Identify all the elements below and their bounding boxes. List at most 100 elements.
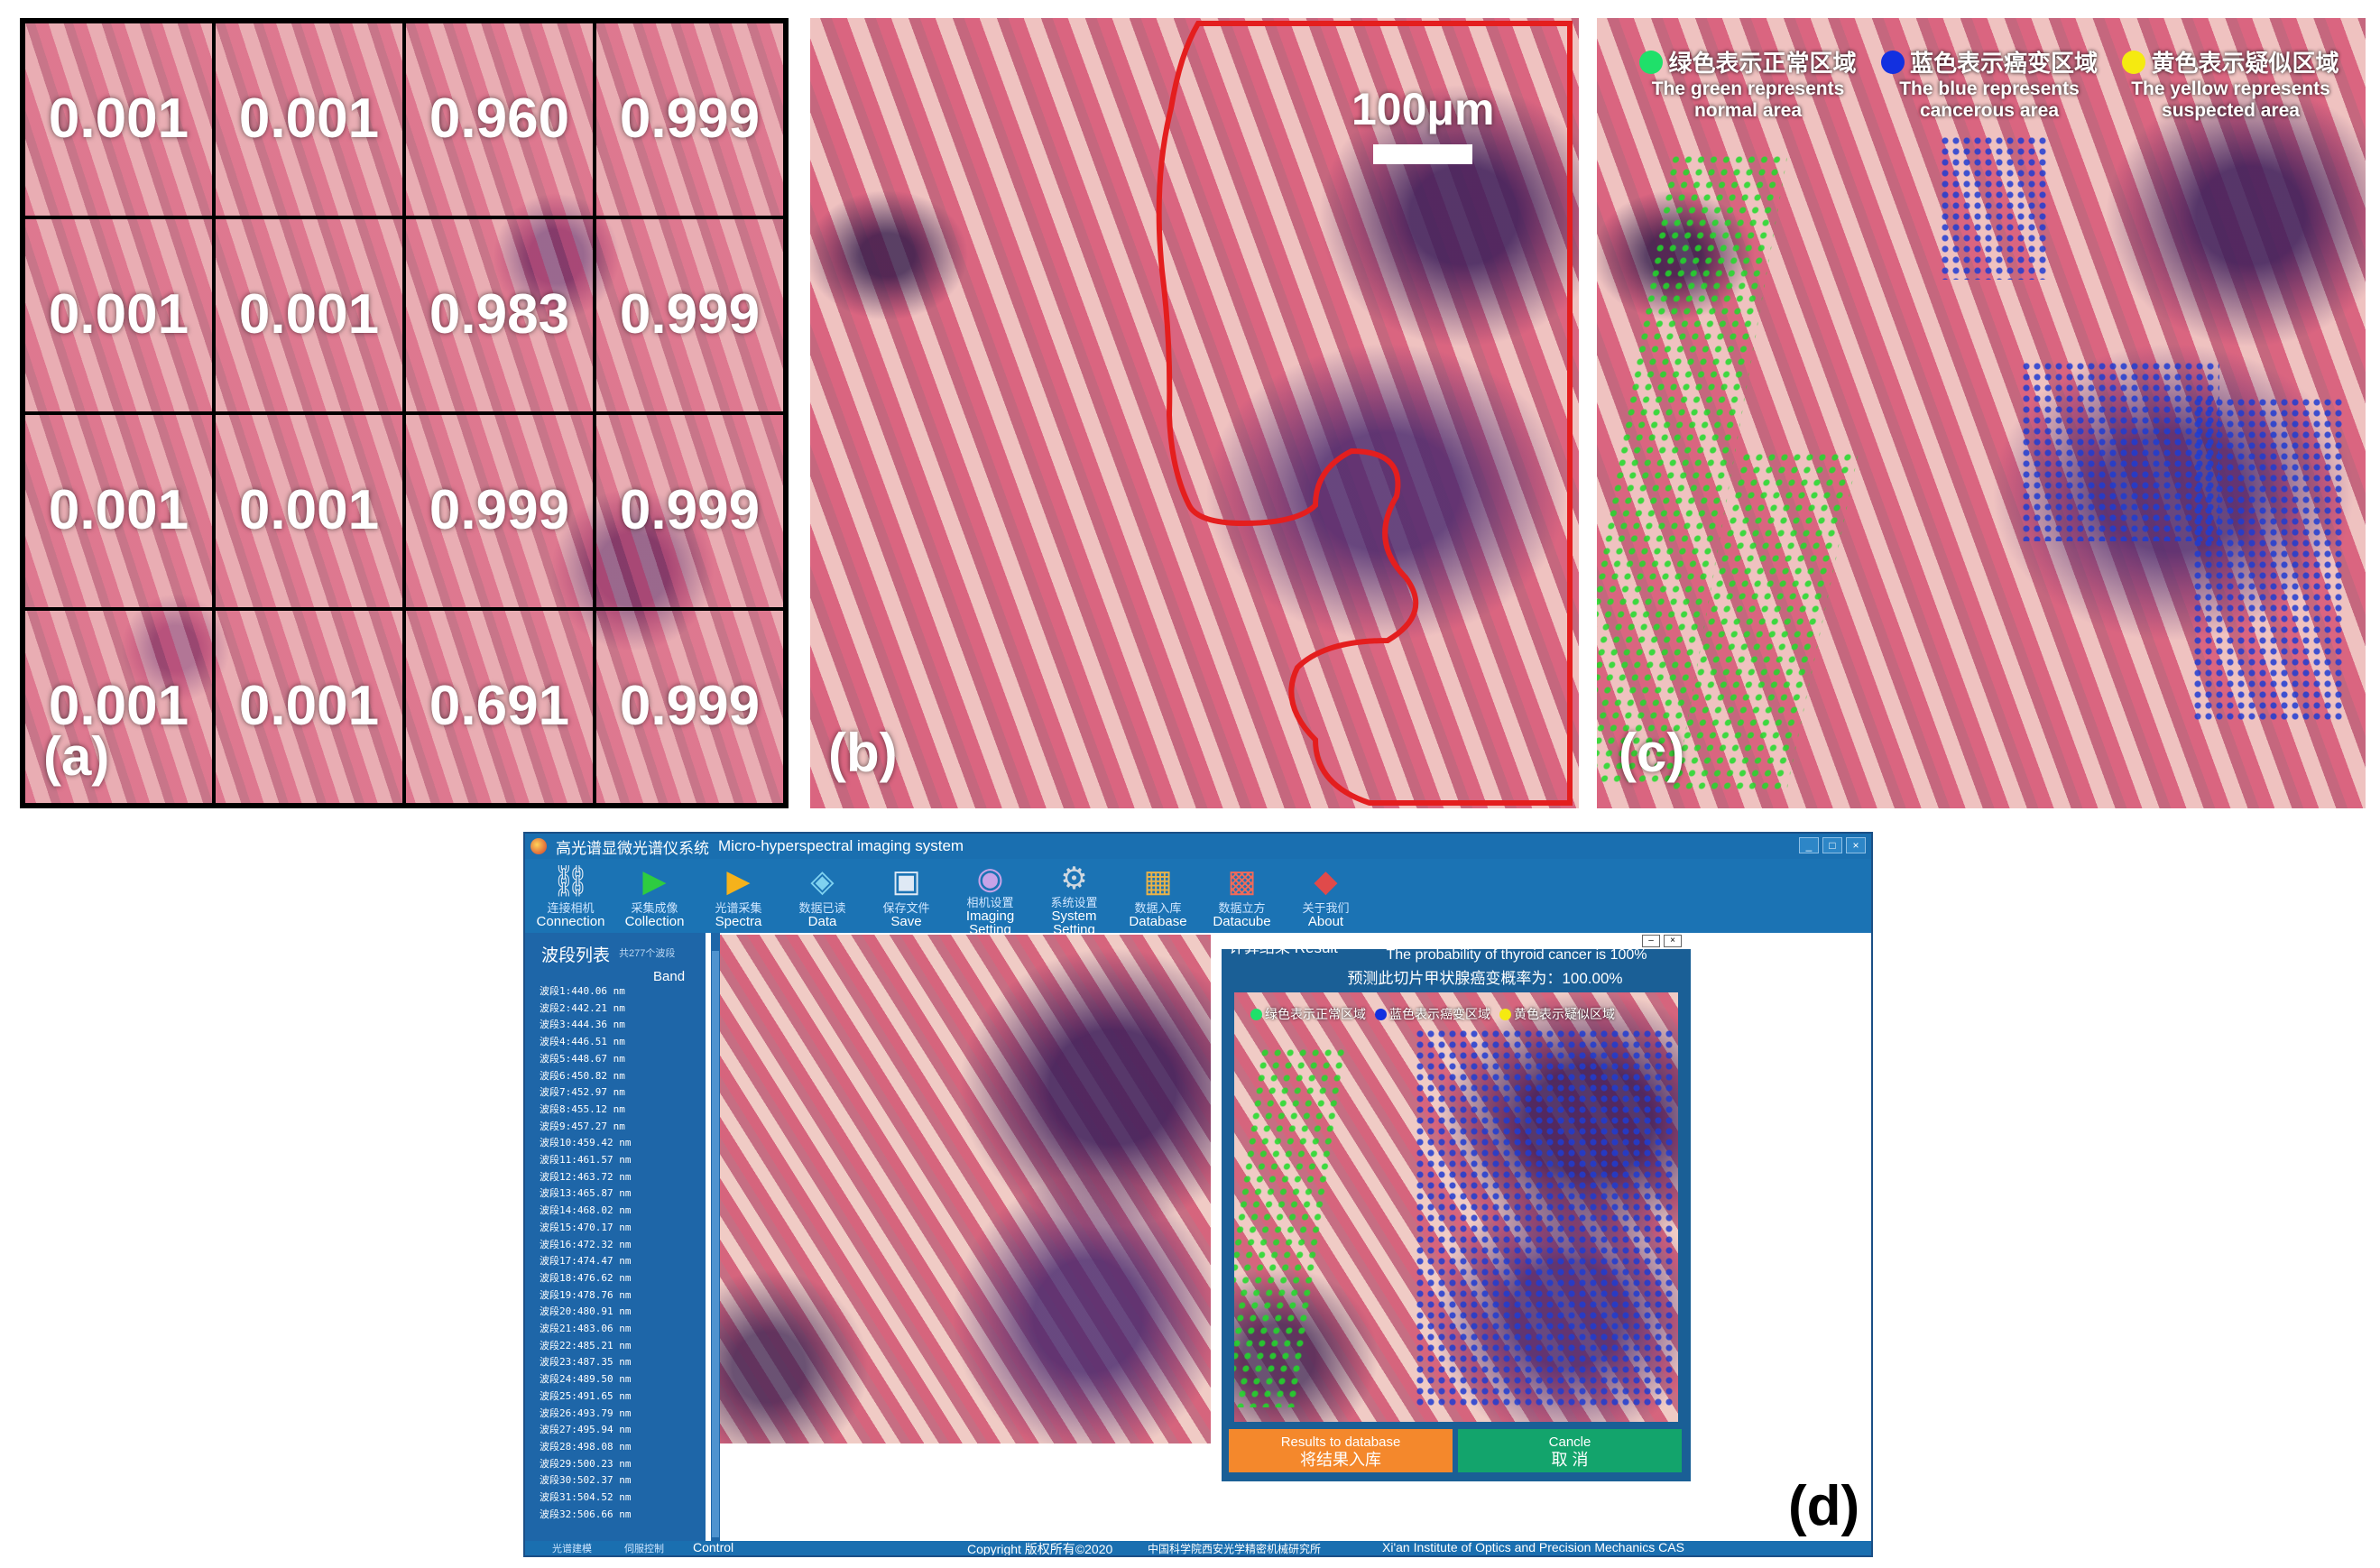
band-list-item[interactable]: 波段29:500.23 nm xyxy=(540,1457,632,1470)
band-list-item[interactable]: 波段19:478.76 nm xyxy=(540,1288,632,1301)
band-list-item[interactable]: 波段28:498.08 nm xyxy=(540,1440,632,1453)
grid-cell: 0.999 xyxy=(404,413,595,609)
button-label-cn: 将结果入库 xyxy=(1300,1451,1381,1469)
main-image-view[interactable] xyxy=(720,935,1211,1443)
probability-value: 0.001 xyxy=(48,479,189,541)
band-list-item[interactable]: 波段3:444.36 nm xyxy=(540,1019,625,1031)
legend-item-normal: 绿色表示正常区域 xyxy=(1250,1005,1366,1023)
band-list-item[interactable]: 波段1:440.06 nm xyxy=(540,985,625,997)
imaging-setting-button[interactable]: ◉ 相机设置 Imaging Setting xyxy=(948,859,1032,936)
dialog-minimize-button[interactable]: – xyxy=(1642,935,1660,947)
green-dot-icon xyxy=(1639,50,1664,74)
band-list-item[interactable]: 波段13:465.87 nm xyxy=(540,1187,632,1200)
band-list-item[interactable]: 波段27:495.94 nm xyxy=(540,1424,632,1436)
cancer-area-overlay xyxy=(1940,135,2048,280)
status-control[interactable]: Control xyxy=(693,1540,734,1554)
legend-desc: The green represents xyxy=(1651,78,1845,99)
status-servo-control[interactable]: 伺服控制 xyxy=(624,1544,664,1554)
band-list-item[interactable]: 波段21:483.06 nm xyxy=(540,1323,632,1335)
tool-label-en: System xyxy=(1051,909,1097,924)
yellow-dot-icon xyxy=(1499,1008,1511,1020)
band-list-item[interactable]: 波段7:452.97 nm xyxy=(540,1086,625,1099)
probability-text-cn: 预测此切片甲状腺癌变概率为：100.00% xyxy=(1347,970,1623,987)
grid-cell: 0.999 xyxy=(595,609,785,805)
probability-value: 0.999 xyxy=(429,479,570,541)
yellow-dot-icon xyxy=(2122,50,2146,74)
system-setting-button[interactable]: ⚙ 系统设置 System Setting xyxy=(1032,859,1116,936)
spectra-button[interactable]: ▶ 光谱采集 Spectra xyxy=(696,859,780,933)
tool-label-en: About xyxy=(1307,914,1344,929)
band-list-item[interactable]: 波段24:489.50 nm xyxy=(540,1373,632,1386)
band-list-item[interactable]: 波段17:474.47 nm xyxy=(540,1255,632,1268)
tool-label-cn: 采集成像 xyxy=(631,901,678,915)
band-list-item[interactable]: 波段14:468.02 nm xyxy=(540,1204,632,1217)
grid-cell: 0.999 xyxy=(595,22,785,217)
grid-cell: 0.691 xyxy=(404,609,595,805)
band-list-item[interactable]: 波段22:485.21 nm xyxy=(540,1339,632,1351)
tool-label-cn: 数据已读 xyxy=(798,901,846,915)
maximize-button[interactable]: □ xyxy=(1822,837,1842,853)
blue-dot-icon xyxy=(1375,1008,1387,1020)
band-list-item[interactable]: 波段9:457.27 nm xyxy=(540,1120,625,1132)
cancel-button[interactable]: Cancle 取 消 xyxy=(1458,1429,1682,1472)
button-label-en: Results to database xyxy=(1280,1434,1401,1450)
band-list-item[interactable]: 波段31:504.52 nm xyxy=(540,1491,632,1504)
panel-b-annotated-tissue: 100μm (b) xyxy=(810,18,1579,808)
datacube-button[interactable]: ▩ 数据立方 Datacube xyxy=(1200,859,1284,933)
band-list-item[interactable]: 波段16:472.32 nm xyxy=(540,1238,632,1250)
results-to-database-button[interactable]: Results to database 将结果入库 xyxy=(1229,1429,1453,1472)
band-list-item[interactable]: 波段18:476.62 nm xyxy=(540,1271,632,1284)
panel-a-probability-grid: 0.001 0.001 0.960 0.999 0.001 0.001 0.98… xyxy=(20,18,789,808)
status-spectral-modeling[interactable]: 光谱建模 xyxy=(552,1544,592,1554)
band-list-item[interactable]: 波段10:459.42 nm xyxy=(540,1137,632,1149)
legend-desc: normal area xyxy=(1693,100,1803,121)
blue-dot-icon xyxy=(1880,50,1905,74)
band-list-item[interactable]: 波段26:493.79 nm xyxy=(540,1407,632,1419)
band-list-item[interactable]: 波段8:455.12 nm xyxy=(540,1102,625,1115)
legend-desc: The blue represents xyxy=(1899,78,2080,99)
scroll-thumb[interactable] xyxy=(712,951,719,1537)
software-window: 高光谱显微光谱仪系统 Micro-hyperspectral imaging s… xyxy=(523,832,1873,1557)
close-button[interactable]: × xyxy=(1846,837,1866,853)
legend-item-cancer: 蓝色表示癌变区域 The blue represents cancerous a… xyxy=(1875,45,2105,122)
band-count: 共277个波段 xyxy=(619,948,676,959)
collection-button[interactable]: ▶ 采集成像 Collection xyxy=(613,859,696,933)
green-dot-icon xyxy=(1250,1008,1262,1020)
tool-label-cn: 数据入库 xyxy=(1134,901,1182,915)
band-list-item[interactable]: 波段30:502.37 nm xyxy=(540,1474,632,1487)
legend-label: 黄色表示疑似区域 xyxy=(2151,50,2339,77)
band-list-item[interactable]: 波段25:491.65 nm xyxy=(540,1389,632,1402)
dialog-close-button[interactable]: × xyxy=(1664,935,1682,947)
camera-icon: ◉ xyxy=(976,862,1004,896)
result-dialog: 计算结果 Result – × The probability of thyro… xyxy=(1222,935,1691,1481)
band-list-item[interactable]: 波段4:446.51 nm xyxy=(540,1036,625,1048)
band-list-item[interactable]: 波段5:448.67 nm xyxy=(540,1052,625,1065)
cancer-area-overlay xyxy=(1415,1028,1676,1407)
minimize-button[interactable]: _ xyxy=(1799,837,1819,853)
database-button[interactable]: ▦ 数据入库 Database xyxy=(1116,859,1200,933)
band-list-item[interactable]: 波段2:442.21 nm xyxy=(540,1001,625,1014)
band-list-item[interactable]: 波段12:463.72 nm xyxy=(540,1170,632,1183)
tool-label-en: Datacube xyxy=(1213,914,1271,929)
band-list-item[interactable]: 波段15:470.17 nm xyxy=(540,1221,632,1233)
connection-button[interactable]: ⛓ 连接相机 Connection xyxy=(529,859,613,933)
legend-desc: The yellow represents xyxy=(2131,78,2330,99)
band-list-item[interactable]: 波段11:461.57 nm xyxy=(540,1154,632,1167)
data-button[interactable]: ◈ 数据已读 Data xyxy=(780,859,864,933)
band-list-item[interactable]: 波段20:480.91 nm xyxy=(540,1305,632,1318)
about-button[interactable]: ◆ 关于我们 About xyxy=(1284,859,1368,933)
tool-label-en: Save xyxy=(890,914,922,929)
data-cube-icon: ◈ xyxy=(810,864,835,899)
database-icon: ▦ xyxy=(1143,864,1173,899)
scale-bar xyxy=(1373,144,1472,164)
probability-value: 0.001 xyxy=(48,88,189,150)
probability-value: 0.001 xyxy=(238,88,380,150)
panel-label-a: (a) xyxy=(43,726,110,787)
band-list-scrollbar[interactable] xyxy=(711,933,720,1546)
band-list-item[interactable]: 波段23:487.35 nm xyxy=(540,1356,632,1369)
legend-desc: suspected area xyxy=(2162,100,2300,121)
save-button[interactable]: ▣ 保存文件 Save xyxy=(864,859,948,933)
band-list-item[interactable]: 波段6:450.82 nm xyxy=(540,1069,625,1082)
band-list-item[interactable]: 波段32:506.66 nm xyxy=(540,1508,632,1520)
legend-item-suspected: 黄色表示疑似区域 xyxy=(1499,1005,1615,1023)
